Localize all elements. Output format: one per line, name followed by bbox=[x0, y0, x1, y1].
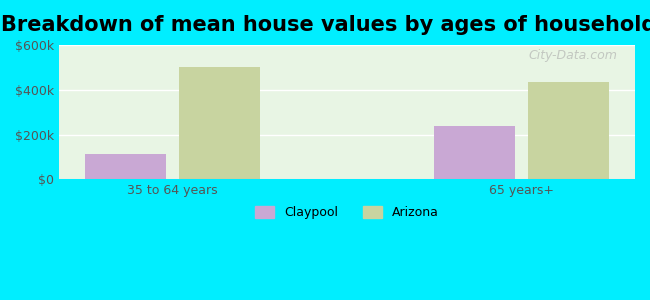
Bar bbox=[85, 154, 166, 179]
Legend: Claypool, Arizona: Claypool, Arizona bbox=[250, 201, 444, 224]
Bar bbox=[528, 82, 609, 179]
Text: City-Data.com: City-Data.com bbox=[529, 49, 617, 62]
Bar bbox=[434, 126, 515, 179]
Title: Breakdown of mean house values by ages of householders: Breakdown of mean house values by ages o… bbox=[1, 15, 650, 35]
Bar bbox=[179, 67, 260, 179]
